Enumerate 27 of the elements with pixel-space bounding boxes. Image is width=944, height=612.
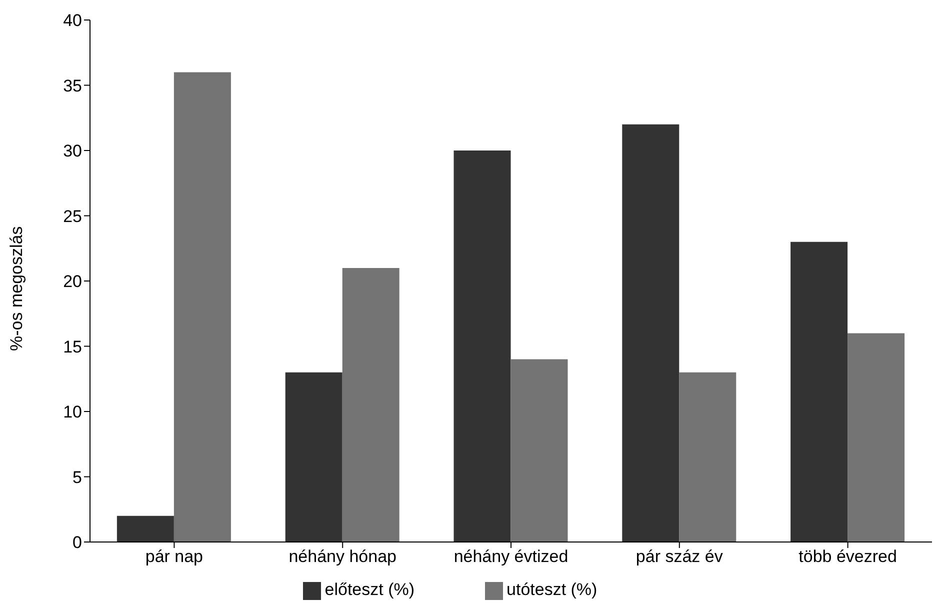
legend-label: utóteszt (%) [506, 580, 598, 599]
y-tick-label: 10 [63, 402, 82, 422]
legend-label: előteszt (%) [324, 580, 415, 599]
y-tick-label: 0 [72, 533, 82, 552]
y-tick-label: 5 [72, 468, 82, 487]
y-tick-label: 35 [63, 76, 82, 96]
bar [285, 372, 342, 542]
x-tick-label: pár száz év [636, 547, 724, 566]
bar [679, 372, 736, 542]
y-tick-label: 40 [63, 11, 82, 30]
bar [174, 72, 231, 542]
y-tick-label: 15 [63, 337, 82, 356]
bar [454, 150, 511, 542]
bar [510, 359, 568, 542]
y-tick-label: 25 [63, 206, 82, 226]
bar [622, 124, 680, 542]
x-tick-label: néhány évtized [454, 547, 568, 566]
bar [848, 333, 905, 542]
bar [116, 516, 174, 542]
bar [790, 242, 848, 542]
y-axis-title: %-os megoszlás [7, 226, 26, 351]
y-tick-label: 30 [63, 142, 82, 161]
bar [342, 268, 400, 542]
x-tick-label: több évezred [798, 547, 897, 566]
y-tick-label: 20 [63, 272, 82, 292]
x-tick-label: néhány hónap [288, 547, 396, 566]
x-tick-label: pár nap [145, 547, 204, 566]
